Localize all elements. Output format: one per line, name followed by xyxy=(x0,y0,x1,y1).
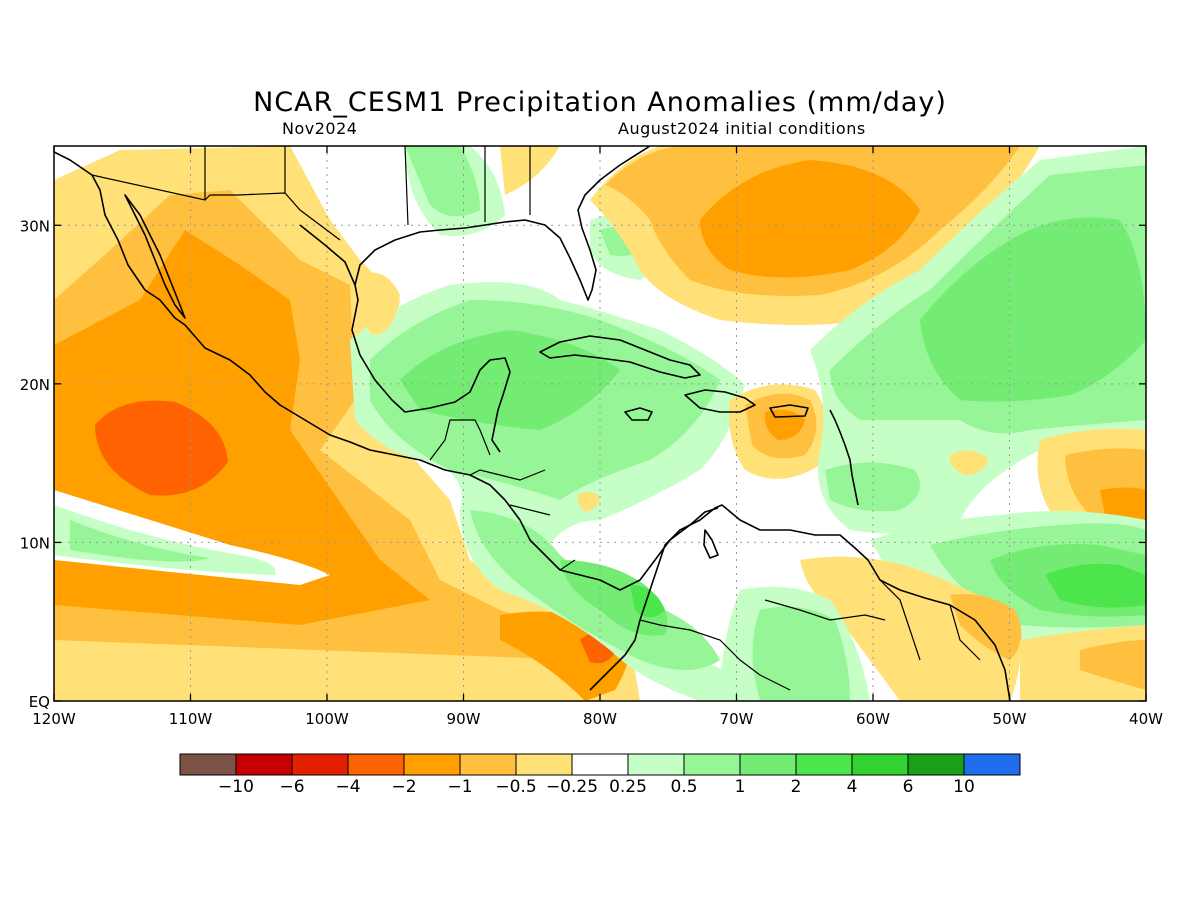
colorbar: −10 −6 −4 −2 −1 −0.5 −0.25 0.25 0.5 1 2 4 6 10 xyxy=(179,753,1021,797)
colorbar-swatch xyxy=(739,753,797,776)
colorbar-label: 10 xyxy=(953,777,975,797)
map-title: NCAR_CESM1 Precipitation Anomalies (mm/d… xyxy=(253,87,947,118)
plot-area xyxy=(54,146,1146,701)
coastline-lesser-antilles xyxy=(829,409,859,506)
coastlines xyxy=(54,146,1011,701)
border-south-america xyxy=(639,579,981,691)
colorbar-label: −0.25 xyxy=(546,777,598,797)
coastline-north-america xyxy=(54,151,719,591)
valid-month-label: Nov2024 xyxy=(282,119,357,138)
colorbar-swatch xyxy=(459,753,517,776)
field-gulf-dry xyxy=(358,272,400,335)
colorbar-label: 2 xyxy=(791,777,802,797)
lat-tick-label: 30N xyxy=(20,217,50,235)
lon-tick-label: 40W xyxy=(1129,710,1163,728)
anomaly-fields xyxy=(54,146,1146,701)
colorbar-label: 0.25 xyxy=(609,777,647,797)
lon-tick-label: 90W xyxy=(447,710,481,728)
borders xyxy=(91,146,981,691)
border-us-states xyxy=(204,146,531,226)
lon-tick-label: 120W xyxy=(32,710,76,728)
field-atlantic-wet-spot xyxy=(825,462,920,512)
colorbar-swatch xyxy=(795,753,853,776)
field-central-atlantic-wet xyxy=(920,217,1146,402)
colorbar-label: −2 xyxy=(391,777,416,797)
field-pacific-wet-band xyxy=(70,520,210,562)
colorbar-swatch xyxy=(851,753,909,776)
field-gulf-wet xyxy=(405,146,480,217)
coastline-jamaica xyxy=(624,407,653,421)
lat-tick-label: EQ xyxy=(29,693,50,711)
lon-tick-label: 50W xyxy=(993,710,1027,728)
colorbar-label: −6 xyxy=(279,777,304,797)
initial-conditions-label: August2024 initial conditions xyxy=(618,119,866,138)
colorbar-swatch xyxy=(179,753,237,776)
colorbar-label: −10 xyxy=(218,777,254,797)
field-venezuela-wet xyxy=(752,606,850,700)
colorbar-swatch xyxy=(235,753,293,776)
grid-lines xyxy=(54,146,1146,701)
field-north-atlantic-dry xyxy=(700,160,920,278)
colorbar-swatch xyxy=(291,753,349,776)
colorbar-label: 0.5 xyxy=(670,777,697,797)
colorbar-swatch xyxy=(963,753,1021,776)
lat-tick-label: 20N xyxy=(20,376,50,394)
coastline-baja-california xyxy=(124,194,186,319)
coastline-puerto-rico xyxy=(769,404,809,418)
field-caribbean-dry-spot xyxy=(577,491,600,512)
axis-ticks: 120W 110W 100W 90W 80W 70W 60W 50W 40W EQ 10N 20N 30… xyxy=(20,146,1163,728)
field-south-atlantic-dry xyxy=(1080,640,1146,690)
colorbar-swatch xyxy=(683,753,741,776)
colorbar-label: −4 xyxy=(335,777,360,797)
coastline-lake-maracaibo xyxy=(703,529,719,559)
coastline-hispaniola xyxy=(684,389,756,413)
coastline-cuba xyxy=(539,335,701,379)
lon-tick-label: 60W xyxy=(856,710,890,728)
coastline-gulf-mexico xyxy=(299,224,511,453)
lon-tick-label: 70W xyxy=(720,710,754,728)
colorbar-swatch xyxy=(907,753,965,776)
lat-tick-label: 10N xyxy=(20,534,50,552)
colorbar-label: −0.5 xyxy=(495,777,536,797)
lon-tick-label: 110W xyxy=(169,710,213,728)
field-guianas-dry xyxy=(950,594,1022,660)
colorbar-label: 1 xyxy=(735,777,746,797)
coastline-south-america xyxy=(589,504,1011,701)
border-central-america xyxy=(429,419,576,571)
colorbar-swatch xyxy=(571,753,629,776)
field-caribbean-wet xyxy=(400,330,620,430)
colorbar-label: 6 xyxy=(903,777,914,797)
colorbar-swatch xyxy=(627,753,685,776)
colorbar-swatch xyxy=(403,753,461,776)
field-atlantic-dry-spot xyxy=(949,450,988,475)
field-eastern-pacific-dry xyxy=(95,400,228,496)
border-us-mexico xyxy=(91,174,341,241)
field-caribbean-wet xyxy=(630,585,665,618)
colorbar-label: −1 xyxy=(447,777,472,797)
lon-tick-label: 80W xyxy=(583,710,617,728)
lon-tick-label: 100W xyxy=(305,710,349,728)
coastline-us-gulf xyxy=(354,146,651,301)
field-equatorial-atlantic-wet xyxy=(1045,563,1146,608)
colorbar-swatch xyxy=(347,753,405,776)
colorbar-label: 4 xyxy=(847,777,858,797)
field-pacific-wet-band xyxy=(54,505,276,575)
colorbar-swatch xyxy=(515,753,573,776)
